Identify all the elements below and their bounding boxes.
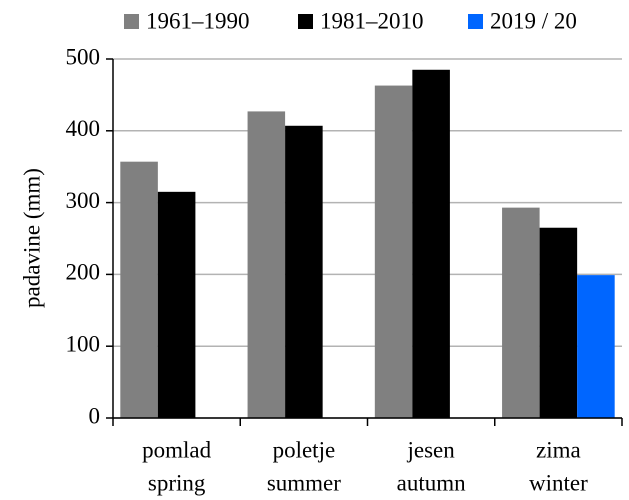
legend-swatch — [298, 14, 313, 29]
y-tick-label: 300 — [66, 188, 101, 213]
x-tick-label: zima — [536, 437, 581, 462]
x-tick-label: jesen — [406, 437, 455, 462]
y-tick-label: 500 — [66, 44, 101, 69]
y-tick-label: 400 — [66, 116, 101, 141]
y-tick-label: 0 — [89, 403, 101, 428]
x-tick-label: pomlad — [142, 437, 211, 462]
bar — [539, 227, 578, 418]
x-tick-label: poletje — [273, 437, 336, 462]
bar — [157, 191, 196, 418]
bar — [374, 85, 413, 418]
bar — [502, 207, 540, 418]
x-tick-label: autumn — [397, 470, 466, 495]
x-tick-label: summer — [267, 470, 341, 495]
y-tick-label: 100 — [66, 331, 101, 356]
legend-swatch — [124, 14, 139, 29]
x-tick-label: spring — [148, 470, 206, 495]
legend-swatch — [468, 14, 483, 29]
bar — [577, 275, 615, 418]
legend-label: 1961–1990 — [146, 8, 250, 33]
x-tick-label: winter — [529, 470, 588, 495]
bar — [120, 161, 158, 418]
legend-label: 1981–2010 — [320, 8, 424, 33]
legend-label: 2019 / 20 — [490, 8, 577, 33]
y-axis-label: padavine (mm) — [19, 168, 44, 308]
y-tick-label: 200 — [66, 260, 101, 285]
bar — [285, 125, 323, 419]
bar — [412, 69, 450, 419]
bar — [247, 111, 286, 418]
